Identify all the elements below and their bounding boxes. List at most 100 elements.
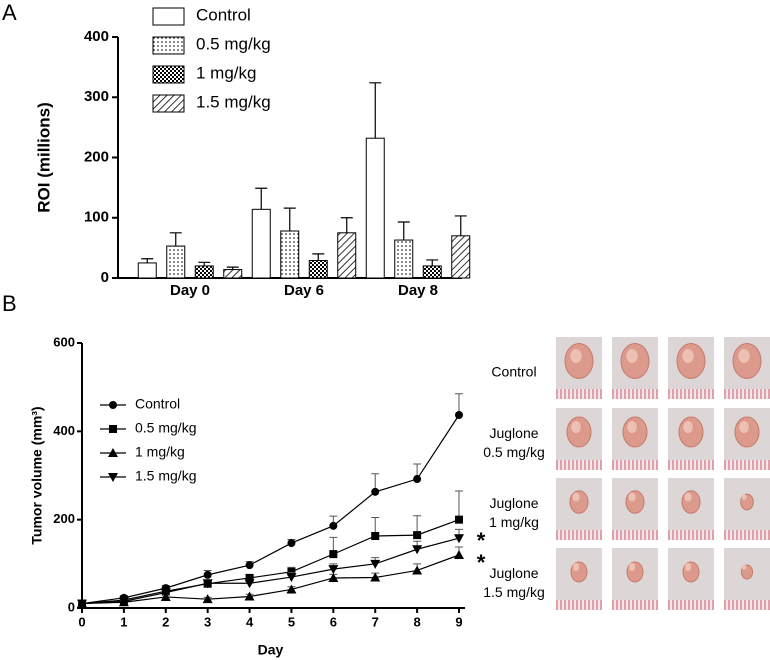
tumor-photo [612,337,658,399]
panel-label: B [2,291,17,316]
marker [203,570,212,579]
marker [287,567,296,576]
bar [280,230,300,279]
marker [77,599,87,609]
photo-row-label: Juglone [489,425,538,441]
legend-label: 1 mg/kg [196,63,256,82]
tumor-photo [724,548,770,610]
tumor [734,416,760,448]
legend-label: 0.5 mg/kg [135,420,196,436]
tumor [681,490,701,514]
tumor [569,490,589,514]
error-bar [169,232,182,247]
error-bar [454,215,467,236]
marker [454,550,464,559]
tumor-photo [612,478,658,540]
x-tick-label: 2 [162,614,169,629]
error-bar [426,259,439,266]
error-bar [255,187,268,210]
tumor-photo [556,478,602,540]
error-bar [455,490,463,520]
y-tick-label: 400 [53,423,75,438]
x-tick-label: 6 [330,614,337,629]
marker [245,573,254,582]
marker [371,532,380,541]
legend-marker [108,448,118,457]
x-tick-label: 8 [413,614,420,629]
tumor-highlight [738,349,750,363]
error-bar [369,82,382,139]
photo-ruler [668,600,714,610]
bar [223,269,243,279]
y-tick-label: 300 [84,88,109,105]
tumor-photo [612,548,658,610]
marker [245,561,254,570]
photo-row-label: Control [491,364,536,380]
series-line [81,537,460,605]
tumor-photo [668,478,714,540]
tumor-highlight [628,563,636,571]
bar [166,245,186,279]
marker [328,565,339,575]
x-axis-title: Day [258,642,284,658]
marker [370,559,381,569]
tumor-highlight [571,421,581,433]
photo-ruler [612,389,658,399]
tumor-highlight [683,421,693,433]
photo-row-label: Juglone [489,495,538,511]
bar [422,265,442,279]
tumor-photo [724,408,770,470]
error-bar [141,258,154,263]
series-line [81,414,460,605]
marker [287,539,296,548]
y-tick-label: 200 [53,511,75,526]
tumor-highlight [739,421,749,433]
legend-label: 1 mg/kg [135,444,185,460]
legend-label: 0.5 mg/kg [196,34,271,53]
marker [244,579,255,589]
x-tick-label: 3 [204,614,211,629]
tumor-highlight [682,349,694,363]
error-bar [340,217,353,233]
panel-label: A [2,0,17,25]
tumor-photo [556,337,602,399]
photo-ruler [724,389,770,399]
marker [455,410,463,419]
bar [308,260,328,279]
photo-ruler [556,530,602,540]
marker [329,521,338,530]
x-tick-label: 5 [288,614,295,629]
error-bar [226,266,239,270]
tumor-highlight [741,493,747,501]
x-tick-label: 9 [455,614,462,629]
marker [455,515,463,524]
marker [412,545,423,555]
tumor-highlight [684,563,692,571]
marker [286,573,297,583]
y-tick-label: 0 [101,269,109,286]
tumor-photo [668,337,714,399]
legend-swatch [152,65,185,84]
y-axis-title: Tumor volume (mm³) [29,406,45,544]
marker [328,572,339,582]
y-tick-label: 600 [53,334,75,349]
marker [371,487,380,496]
tumor-highlight [570,349,582,363]
photo-row-label: 1.5 mg/kg [483,584,544,600]
legend-label: 1.5 mg/kg [196,92,271,111]
photo-ruler [668,530,714,540]
x-tick-label: Day 6 [284,282,324,299]
error-bar [397,221,410,241]
tumor-photo [556,408,602,470]
tumor-photo [724,337,770,399]
tumor-photo [668,408,714,470]
marker [202,594,213,604]
bar [137,262,157,279]
tumor [625,490,645,514]
photo-ruler [556,600,602,610]
legend-swatch [152,94,185,113]
tumor-photo [612,408,658,470]
y-tick-label: 0 [68,599,75,614]
marker [329,550,338,559]
